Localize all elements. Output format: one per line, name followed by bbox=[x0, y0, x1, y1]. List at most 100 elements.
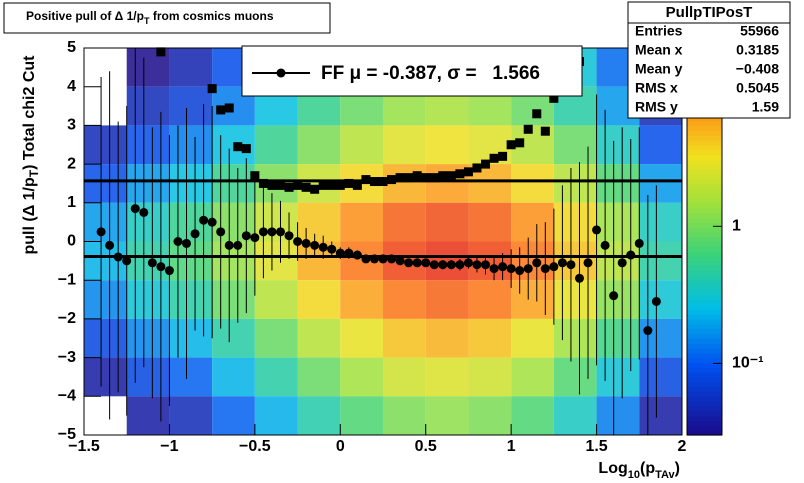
x-tick-label: 0.5 bbox=[415, 438, 437, 455]
x-label-part: Log bbox=[598, 460, 627, 477]
mean-point bbox=[105, 240, 115, 250]
color-bar-strip bbox=[687, 328, 722, 335]
mean-point bbox=[609, 291, 619, 301]
mean-point bbox=[574, 273, 584, 283]
heat-cell bbox=[468, 280, 512, 319]
sigma-point bbox=[224, 103, 234, 113]
mean-point bbox=[369, 254, 379, 264]
color-bar-strip bbox=[687, 139, 722, 146]
sigma-point bbox=[241, 144, 251, 154]
x-axis-label: Log10(pTAv) bbox=[598, 460, 680, 481]
sigma-point bbox=[395, 173, 405, 183]
heat-cell bbox=[468, 396, 512, 435]
heat-cell bbox=[511, 202, 554, 242]
sigma-point bbox=[455, 169, 465, 179]
x-tick-label: −0.5 bbox=[239, 438, 271, 455]
mean-point bbox=[583, 258, 593, 268]
y-tick-label: −4 bbox=[58, 388, 76, 405]
y-tick-label: 1 bbox=[67, 194, 76, 211]
color-bar-strip bbox=[687, 207, 722, 214]
heat-cell bbox=[468, 202, 512, 242]
mean-point bbox=[344, 248, 354, 258]
heat-cell bbox=[383, 396, 426, 435]
color-bar-strip bbox=[687, 367, 722, 373]
heat-cell bbox=[639, 318, 682, 358]
color-bar-strip bbox=[687, 396, 722, 402]
stats-value: 0.3185 bbox=[736, 42, 779, 58]
color-bar-strip bbox=[687, 120, 722, 126]
mean-point bbox=[241, 231, 251, 241]
heat-cell bbox=[639, 241, 682, 281]
color-bar-strip bbox=[687, 231, 722, 238]
sigma-point bbox=[421, 173, 431, 183]
heat-cell bbox=[553, 125, 597, 165]
heat-cell bbox=[84, 202, 127, 242]
y-axis-label: pull (Δ 1/pT) Total chi2 Cut bbox=[21, 55, 41, 255]
color-bar-strip bbox=[687, 149, 722, 156]
x-tick-label: −1 bbox=[160, 438, 178, 455]
heat-cell bbox=[639, 125, 682, 165]
color-bar-strip bbox=[687, 159, 722, 165]
sigma-point bbox=[523, 124, 533, 134]
heat-cell bbox=[639, 202, 682, 242]
heat-cell bbox=[212, 318, 255, 358]
color-bar-strip bbox=[687, 173, 722, 180]
heat-cell bbox=[468, 357, 512, 397]
color-bar-strip bbox=[687, 289, 722, 296]
mean-point bbox=[481, 260, 491, 270]
mean-point bbox=[506, 264, 516, 274]
mean-point bbox=[224, 240, 234, 250]
z-tick-label: 1 bbox=[732, 218, 741, 235]
heat-cell bbox=[126, 318, 170, 358]
heat-cell bbox=[340, 125, 383, 165]
heat-cell bbox=[126, 241, 170, 281]
heat-cell bbox=[169, 86, 213, 126]
heat-cell bbox=[84, 125, 127, 165]
color-bar-strip bbox=[687, 125, 722, 131]
mean-point bbox=[592, 225, 602, 235]
color-bar-strip bbox=[687, 381, 722, 388]
mean-point bbox=[352, 250, 362, 260]
mean-point bbox=[455, 260, 465, 270]
heat-cell bbox=[639, 280, 682, 319]
color-bar-strip bbox=[687, 415, 722, 422]
color-bar-strip bbox=[687, 314, 722, 320]
sigma-point bbox=[216, 105, 226, 115]
color-bar-strip bbox=[687, 260, 722, 267]
heat-cell bbox=[511, 280, 554, 319]
sigma-point bbox=[207, 84, 217, 94]
mean-point bbox=[395, 256, 405, 266]
sigma-point bbox=[275, 180, 285, 190]
heat-cell bbox=[553, 202, 597, 242]
stats-frame bbox=[627, 1, 791, 119]
stats-label: Mean y bbox=[635, 61, 683, 77]
mean-point bbox=[557, 258, 567, 268]
mean-point bbox=[130, 204, 140, 214]
color-bar-strip bbox=[687, 299, 722, 305]
mean-point bbox=[207, 217, 217, 227]
title-sub: T bbox=[144, 16, 150, 26]
color-bar-strip bbox=[687, 425, 722, 431]
title-part: from cosmics muons bbox=[149, 9, 273, 23]
mean-point bbox=[617, 258, 627, 268]
heat-cell bbox=[596, 318, 640, 358]
color-bar-strip bbox=[687, 144, 722, 151]
color-bar-strip bbox=[687, 275, 722, 281]
heat-cell bbox=[639, 357, 682, 397]
legend-label: FF μ = -0.387, σ = 1.566 bbox=[321, 63, 540, 84]
heat-cell bbox=[425, 202, 469, 242]
mean-point bbox=[634, 238, 644, 248]
mean-point bbox=[438, 260, 448, 270]
color-bar-strip bbox=[687, 333, 722, 339]
color-bar-strip bbox=[687, 197, 722, 204]
heat-cell bbox=[425, 280, 469, 319]
sigma-point bbox=[429, 173, 439, 183]
heat-cell bbox=[297, 202, 341, 242]
chart-title: Positive pull of Δ 1/pT from cosmics muo… bbox=[26, 9, 274, 26]
heat-cell bbox=[340, 202, 383, 242]
x-label-part: ) bbox=[675, 460, 680, 477]
color-bar-strip bbox=[687, 343, 722, 349]
heat-cell bbox=[383, 357, 426, 397]
mean-point bbox=[540, 264, 550, 274]
